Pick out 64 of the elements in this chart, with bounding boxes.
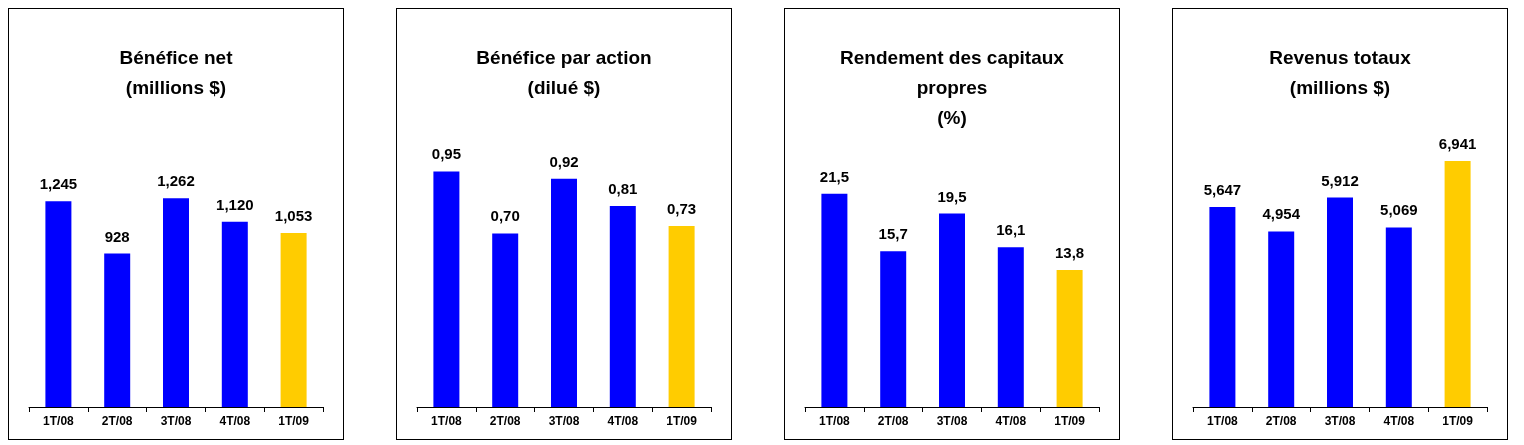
x-tick-label: 2T/08 (489, 414, 521, 428)
x-tick-label: 4T/08 (607, 414, 639, 428)
x-tick-label: 2T/08 (1265, 414, 1297, 428)
bar (551, 178, 577, 407)
data-label: 5,912 (1321, 171, 1359, 189)
data-label: 13,8 (1055, 244, 1085, 262)
bar (163, 198, 189, 407)
x-tick-label: 1T/08 (43, 414, 75, 428)
data-label: 16,1 (996, 221, 1026, 239)
bar (433, 171, 460, 407)
x-tick-label: 1T/09 (1054, 414, 1086, 428)
data-label: 1,120 (216, 195, 254, 213)
data-label: 1,053 (274, 206, 313, 224)
bar (45, 201, 72, 407)
data-label: 5,069 (1380, 201, 1418, 219)
data-label: 15,7 (878, 225, 908, 243)
chart-title: Revenus totaux (millions $) (1269, 46, 1412, 98)
data-label: 21,5 (819, 167, 849, 185)
x-tick-label: 4T/08 (1383, 414, 1415, 428)
bar (221, 221, 248, 407)
bar (1268, 231, 1295, 407)
chart-title: Bénéfice par action (dilué $) (476, 46, 652, 98)
bar (1327, 197, 1353, 407)
bar (1209, 206, 1236, 407)
x-tick-label: 2T/08 (877, 414, 909, 428)
bar (1056, 270, 1083, 407)
data-label: 0,95 (431, 145, 461, 163)
bar (880, 251, 907, 407)
x-tick-label: 2T/08 (101, 414, 133, 428)
x-tick-label: 1T/08 (431, 414, 463, 428)
bar (492, 233, 519, 407)
data-label: 1,245 (39, 175, 78, 193)
data-label: 6,941 (1438, 135, 1477, 153)
data-label: 5,647 (1203, 180, 1242, 198)
data-label: 928 (104, 227, 130, 245)
bar (997, 247, 1024, 407)
data-label: 19,5 (937, 187, 967, 205)
x-tick-label: 3T/08 (936, 414, 968, 428)
x-tick-label: 1T/09 (278, 414, 310, 428)
x-tick-label: 1T/09 (666, 414, 698, 428)
data-label: 0,70 (490, 207, 520, 225)
x-tick-label: 4T/08 (219, 414, 251, 428)
bar (280, 232, 307, 407)
data-label: 4,954 (1262, 205, 1301, 223)
x-tick-label: 1T/09 (1442, 414, 1474, 428)
x-tick-label: 3T/08 (1324, 414, 1356, 428)
x-tick-label: 1T/08 (1207, 414, 1239, 428)
data-label: 0,73 (667, 199, 697, 217)
bar (668, 225, 695, 407)
bar (104, 253, 131, 407)
data-label: 0,92 (549, 152, 579, 170)
bar (821, 193, 848, 407)
x-tick-label: 1T/08 (819, 414, 851, 428)
bar (609, 206, 636, 407)
chart-title: Bénéfice net (millions $) (119, 46, 234, 98)
bar (1385, 227, 1412, 407)
chart-title: Rendement des capitaux propres (%) (840, 46, 1065, 128)
data-label: 0,81 (608, 180, 638, 198)
bar (939, 213, 965, 407)
x-tick-label: 3T/08 (548, 414, 580, 428)
data-label: 1,262 (157, 172, 195, 190)
x-tick-label: 4T/08 (995, 414, 1027, 428)
x-tick-label: 3T/08 (160, 414, 192, 428)
bar (1444, 161, 1471, 407)
